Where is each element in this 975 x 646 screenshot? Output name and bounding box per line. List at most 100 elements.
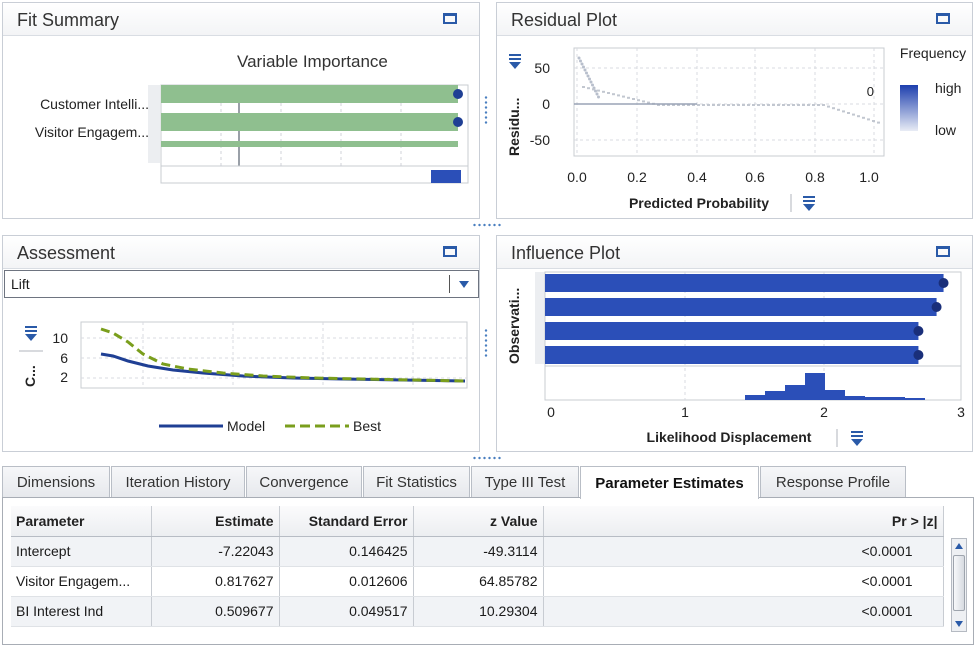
residual-point	[842, 110, 845, 113]
importance-bar	[161, 113, 458, 131]
residual-point	[647, 101, 650, 104]
residual-ylabel: Residu...	[506, 98, 522, 156]
influence-plot-panel: Influence Plot Observati... 0 1 2 3 Like…	[496, 235, 973, 452]
scroll-thumb[interactable]	[953, 555, 965, 611]
table-row[interactable]: Visitor Engagem... 0.817627 0.012606 64.…	[11, 566, 944, 597]
residual-point	[637, 99, 640, 102]
column-header-z-value[interactable]: z Value	[413, 506, 544, 537]
column-header-estimate[interactable]: Estimate	[151, 506, 280, 537]
residual-point	[837, 108, 840, 111]
residual-point	[582, 86, 585, 88]
chevron-down-icon[interactable]	[459, 281, 469, 288]
tab-convergence[interactable]: Convergence	[246, 466, 362, 498]
vi-scroll-track[interactable]	[148, 85, 160, 163]
tab-parameter-estimates[interactable]: Parameter Estimates	[580, 466, 759, 499]
residual-xtick-3: 0.6	[745, 169, 765, 185]
assessment-ytick-1: 6	[60, 350, 68, 366]
residual-xlabel: Predicted Probability	[629, 195, 769, 211]
cell-standard-error: 0.012606	[279, 566, 414, 597]
table-vertical-scrollbar[interactable]	[951, 538, 967, 632]
influence-bar	[545, 322, 919, 340]
residual-point	[817, 104, 820, 106]
assessment-dropdown[interactable]: Lift	[4, 270, 479, 298]
residual-point	[617, 94, 620, 97]
cell-standard-error: 0.049517	[279, 596, 414, 627]
tab-label: Convergence	[259, 474, 349, 491]
residual-point	[762, 104, 765, 106]
residual-point	[692, 104, 695, 106]
legend-model-label: Model	[227, 418, 265, 434]
residual-point	[827, 105, 830, 108]
tab-fit-statistics[interactable]: Fit Statistics	[363, 466, 470, 498]
tab-label: Fit Statistics	[376, 474, 457, 491]
influence-scroll-track[interactable]	[535, 272, 545, 364]
column-header-parameter[interactable]: Parameter	[11, 506, 152, 537]
tab-label: Dimensions	[16, 474, 96, 491]
cell-standard-error: 0.146425	[279, 536, 414, 567]
x-axis-menu-icon[interactable]	[803, 196, 815, 211]
scroll-up-icon[interactable]	[955, 543, 963, 549]
assessment-ytick-2: 2	[60, 369, 68, 385]
residual-point	[592, 88, 595, 91]
assessment-panel: Assessment Lift C... 10 6 2 Model Best	[2, 235, 480, 452]
tab-label: Response Profile	[775, 474, 891, 491]
residual-point	[742, 104, 745, 106]
vertical-splitter[interactable]	[483, 328, 489, 358]
maximize-icon[interactable]	[936, 246, 950, 257]
table-row[interactable]: Intercept -7.22043 0.146425 -49.3114 <0.…	[11, 536, 944, 567]
tab-iteration-history[interactable]: Iteration History	[111, 466, 245, 498]
frequency-legend-high: high	[935, 80, 961, 96]
residual-point	[585, 71, 588, 75]
influence-xtick-0: 0	[547, 404, 555, 420]
residual-point	[632, 98, 635, 100]
influence-xtick-2: 2	[820, 404, 828, 420]
horizontal-splitter[interactable]	[472, 222, 502, 228]
vi-overview-window[interactable]	[431, 170, 461, 183]
residual-ytick-2: -50	[530, 132, 550, 148]
residual-point	[782, 104, 785, 106]
influence-xtick-1: 1	[681, 404, 689, 420]
tab-type-iii-test[interactable]: Type III Test	[471, 466, 579, 498]
maximize-icon[interactable]	[443, 13, 457, 24]
residual-point	[802, 104, 805, 106]
column-header-standard-error[interactable]: Standard Error	[279, 506, 414, 537]
residual-point	[677, 104, 680, 106]
y-axis-menu-icon[interactable]	[509, 54, 521, 69]
maximize-icon[interactable]	[936, 13, 950, 24]
variable-importance-title: Variable Importance	[237, 52, 388, 71]
cell-estimate: 0.509677	[151, 596, 280, 627]
residual-point	[687, 104, 690, 106]
maximize-icon[interactable]	[443, 246, 457, 257]
x-axis-menu-icon[interactable]	[851, 431, 863, 446]
residual-xtick-2: 0.4	[687, 169, 707, 185]
influence-marker	[931, 302, 942, 312]
residual-points	[574, 56, 880, 124]
cell-p-value: <0.0001	[543, 566, 944, 597]
vertical-splitter[interactable]	[483, 95, 489, 125]
column-header-p-value[interactable]: Pr > |z|	[543, 506, 944, 537]
residual-point	[852, 113, 855, 116]
residual-point	[642, 100, 645, 103]
vi-overview[interactable]	[160, 165, 469, 184]
frequency-legend-gradient	[900, 85, 918, 131]
vi-label-0: Customer Intelli...	[40, 96, 149, 112]
table-row[interactable]: BI Interest Ind 0.509677 0.049517 10.293…	[11, 596, 944, 627]
cell-parameter: Visitor Engagem...	[11, 566, 152, 597]
residual-point	[657, 104, 660, 106]
frequency-legend-title: Frequency	[900, 45, 966, 61]
residual-ytick-1: 0	[542, 96, 550, 112]
scroll-down-icon[interactable]	[955, 621, 963, 627]
tab-dimensions[interactable]: Dimensions	[2, 466, 110, 498]
residual-plot-title: Residual Plot	[511, 10, 618, 30]
horizontal-splitter[interactable]	[472, 455, 502, 461]
parameter-estimates-table: Parameter Estimate Standard Error z Valu…	[11, 506, 944, 627]
cell-z-value: 64.85782	[413, 566, 544, 597]
tab-response-profile[interactable]: Response Profile	[760, 466, 906, 498]
y-axis-menu-icon[interactable]	[25, 326, 37, 341]
series-best-line	[100, 327, 466, 383]
residual-point	[662, 104, 665, 106]
residual-point	[737, 104, 740, 106]
residual-point	[577, 56, 581, 60]
residual-point	[583, 68, 587, 72]
residual-point	[722, 104, 725, 106]
